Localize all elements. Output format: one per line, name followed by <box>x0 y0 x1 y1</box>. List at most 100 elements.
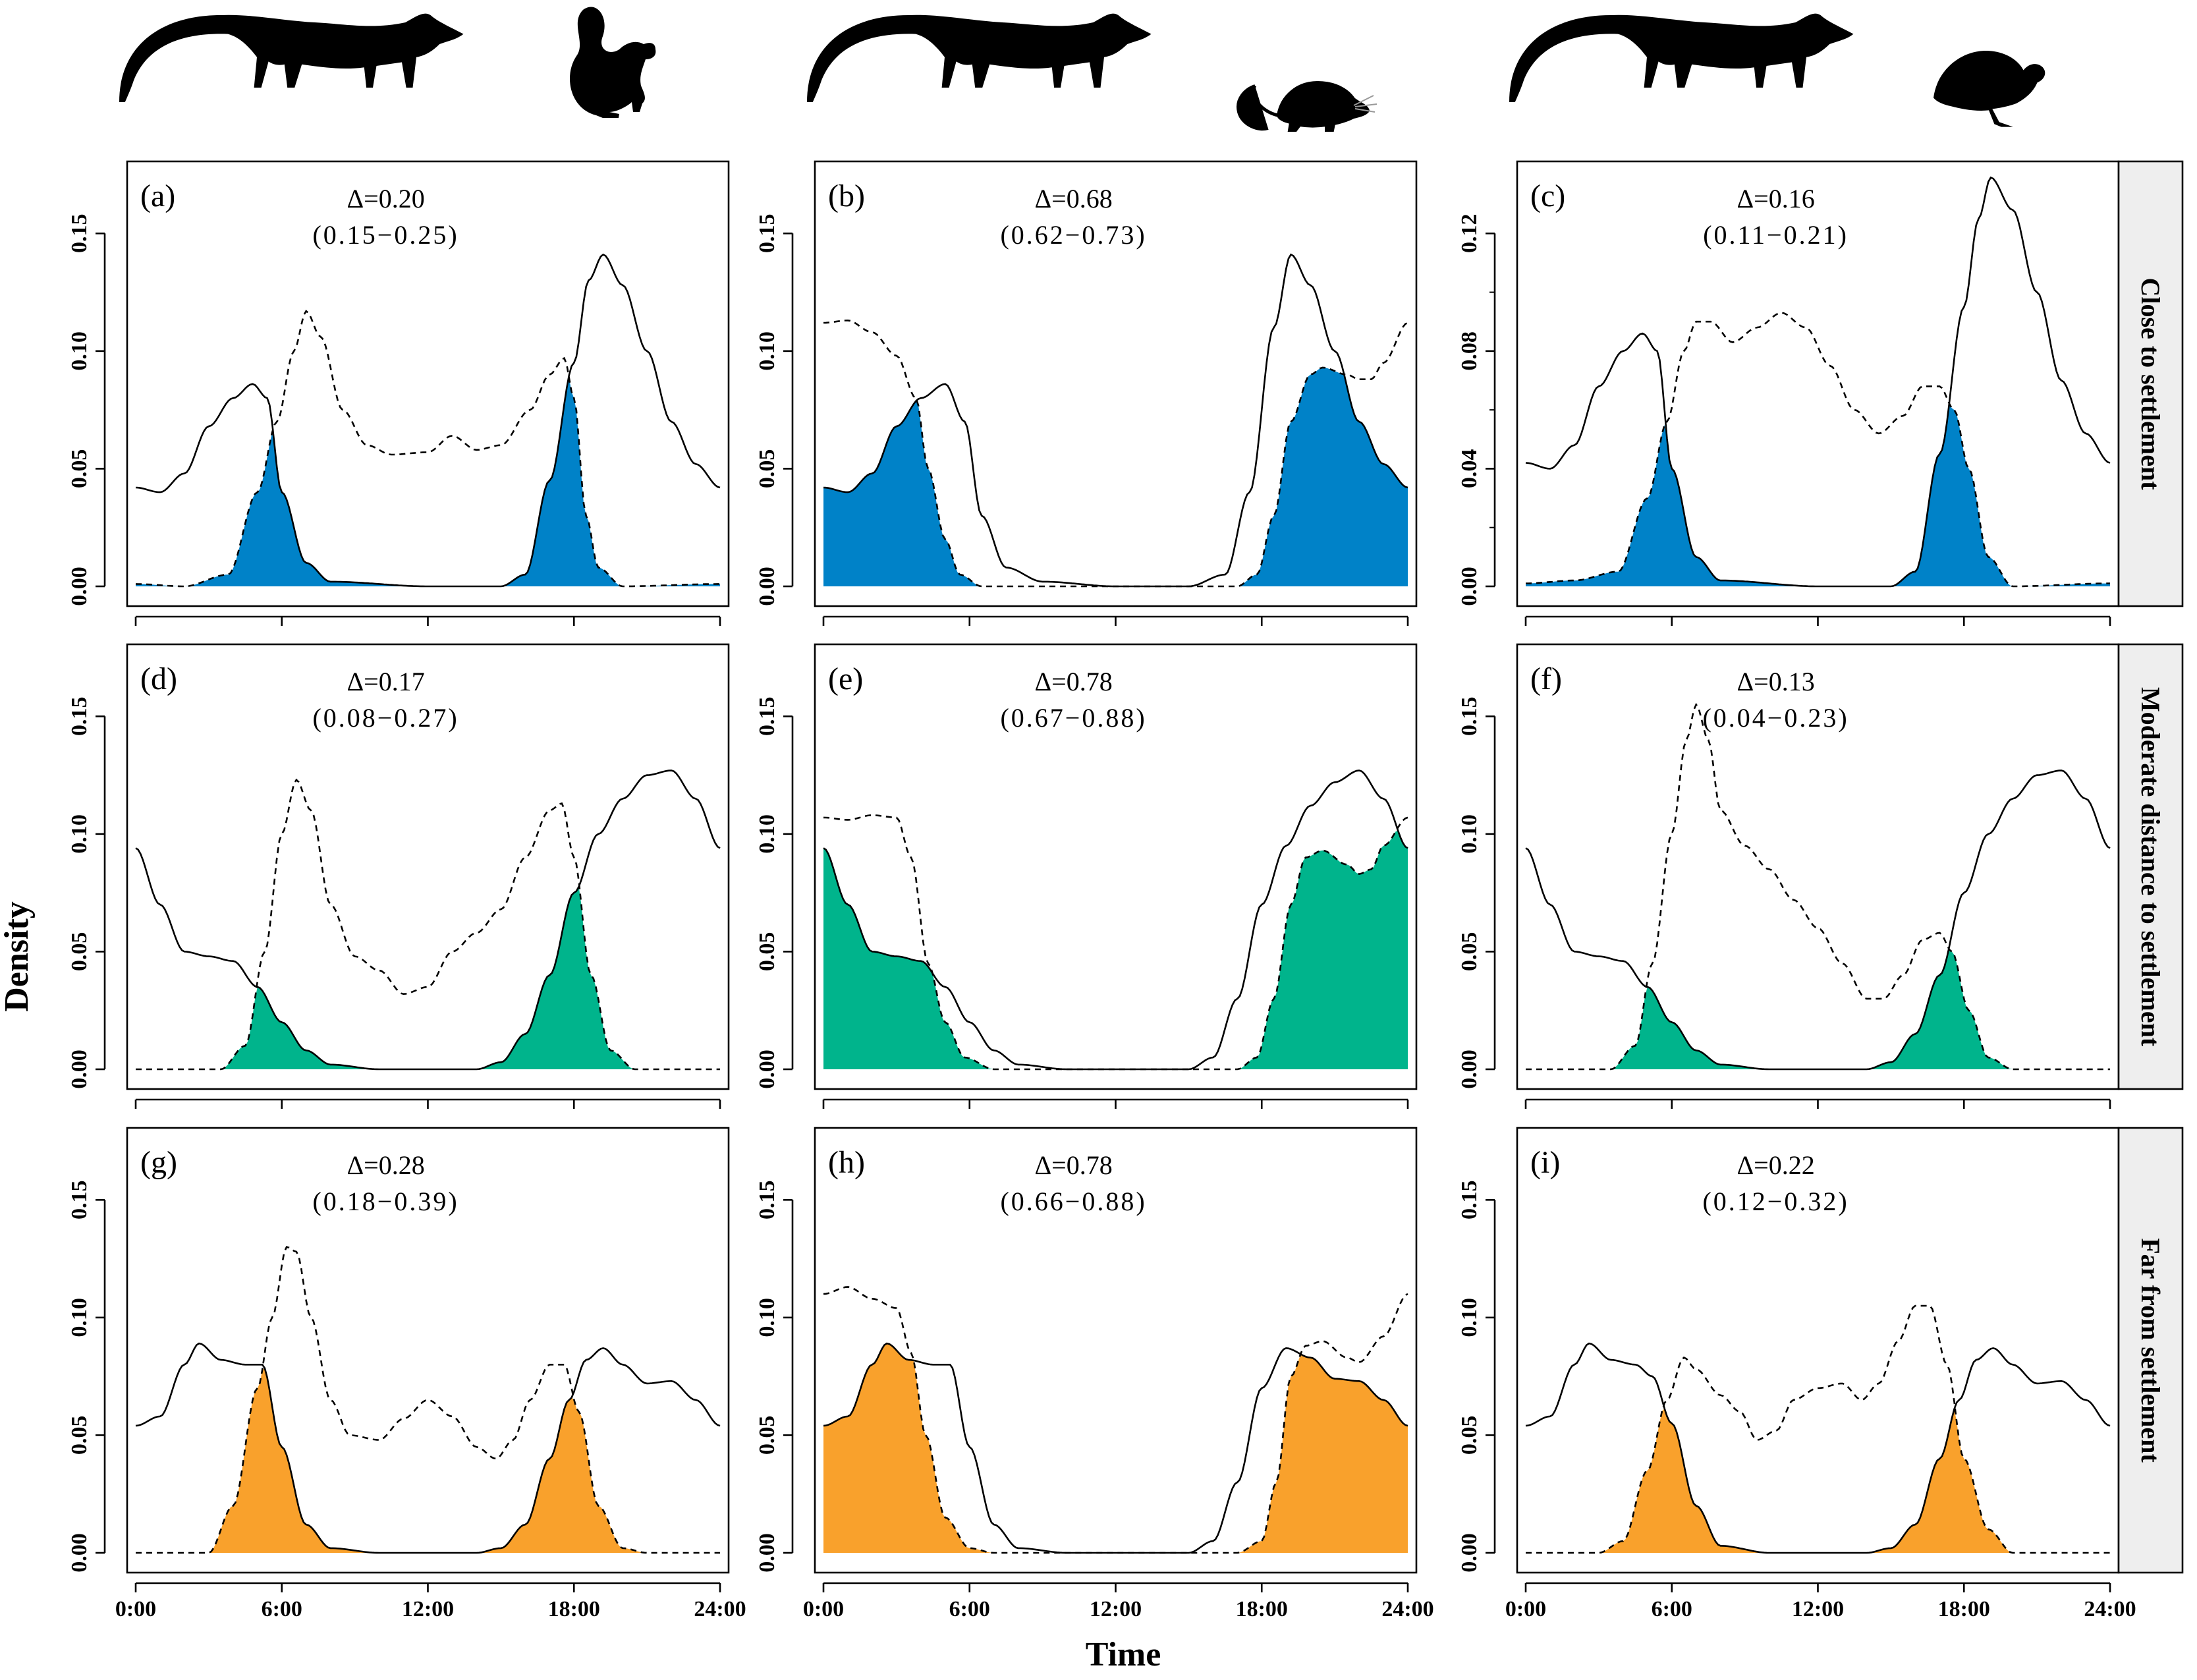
strip-box <box>2117 160 2184 607</box>
overlap-delta: Δ=0.68 <box>1034 184 1112 213</box>
overlap-area <box>136 886 720 1069</box>
overlap-area <box>136 1368 720 1553</box>
panel-letter: (d) <box>140 661 177 696</box>
overlap-area <box>1526 949 2110 1069</box>
overlap-area <box>1526 403 2110 586</box>
y-tick-label: 0.00 <box>755 1533 779 1573</box>
panel-letter: (i) <box>1530 1145 1560 1180</box>
x-tick-label: 0:00 <box>1505 1597 1546 1621</box>
panel-letter: (g) <box>140 1145 177 1180</box>
overlap-area <box>136 378 720 586</box>
overlap-ci: (0.66−0.88) <box>1000 1187 1146 1216</box>
panel-g: 0.00 0.05 0.10 0.15 0:00 6:00 12:00 18:00 24:00 (… <box>67 1127 746 1621</box>
y-tick-label: 0.00 <box>67 1533 92 1573</box>
dashed-density-line <box>135 310 720 588</box>
x-tick-label: 24:00 <box>1381 1597 1433 1621</box>
overlap-area <box>823 830 1408 1069</box>
strip-label: Far from settlement <box>2136 1238 2165 1463</box>
y-tick-label: 0.10 <box>755 814 779 854</box>
overlap-ci: (0.04−0.23) <box>1702 703 1849 733</box>
y-tick-label: 0.12 <box>1457 214 1482 254</box>
x-tick-label: 24:00 <box>694 1597 746 1621</box>
y-tick-label: 0.04 <box>1457 449 1482 489</box>
y-tick-label: 0.15 <box>755 214 779 254</box>
overlap-ci: (0.12−0.32) <box>1702 1187 1849 1216</box>
dashed-density-line <box>823 320 1408 588</box>
y-tick-label: 0.15 <box>67 697 92 737</box>
overlap-delta: Δ=0.22 <box>1737 1150 1814 1180</box>
y-tick-label: 0.00 <box>1457 1050 1482 1089</box>
plot-frame <box>126 160 730 607</box>
y-tick-label: 0.10 <box>755 331 779 371</box>
overlap-ci: (0.18−0.39) <box>312 1187 459 1216</box>
panel-letter: (e) <box>828 661 863 696</box>
x-tick-label: 0:00 <box>115 1597 156 1621</box>
x-tick-label: 0:00 <box>803 1597 844 1621</box>
partridge-icon <box>1933 51 2045 127</box>
overlap-delta: Δ=0.13 <box>1737 667 1814 696</box>
panel-letter: (b) <box>828 179 865 213</box>
solid-density-line <box>823 770 1408 1071</box>
y-tick-label: 0.15 <box>67 214 92 254</box>
panel-d: 0.00 0.05 0.10 0.15 (d) Δ=0.17 (0.08−0.27) <box>67 643 730 1109</box>
dashed-density-line <box>823 814 1408 1071</box>
civet-icon <box>807 13 1152 102</box>
overlap-ci: (0.11−0.21) <box>1703 220 1849 250</box>
x-tick-label: 18:00 <box>1938 1597 1990 1621</box>
x-tick-label: 24:00 <box>2084 1597 2136 1621</box>
overlap-area <box>823 1343 1408 1553</box>
panel-letter: (f) <box>1530 661 1562 696</box>
y-tick-label: 0.05 <box>1457 1416 1482 1455</box>
y-tick-label: 0.08 <box>1457 331 1482 371</box>
panel-b: 0.00 0.05 0.10 0.15 (b) Δ=0.68 (0.62−0.73) <box>755 160 1418 626</box>
overlap-delta: Δ=0.78 <box>1034 1150 1112 1180</box>
panel-letter: (h) <box>828 1145 865 1180</box>
y-tick-label: 0.10 <box>67 814 92 854</box>
solid-density-line <box>1525 770 2111 1071</box>
row-strip-2: Moderate distance to settlement <box>2117 643 2184 1090</box>
y-tick-label: 0.05 <box>67 1416 92 1455</box>
dashed-density-line <box>136 778 720 1071</box>
solid-density-line <box>135 1342 721 1554</box>
y-tick-label: 0.10 <box>755 1298 779 1337</box>
panel-f: 0.00 0.05 0.10 0.15 (f) Δ=0.13 (0.04−0.23) <box>1457 643 2120 1109</box>
y-tick-label: 0.00 <box>755 567 779 606</box>
y-tick-label: 0.10 <box>1457 1298 1482 1337</box>
x-tick-label: 18:00 <box>1236 1597 1288 1621</box>
panel-h: 0.00 0.05 0.10 0.15 0:00 6:00 12:00 18:00 24:00 (… <box>755 1127 1434 1621</box>
strip-label: Close to settlement <box>2136 277 2165 490</box>
y-tick-label: 0.10 <box>1457 814 1482 854</box>
solid-density-line <box>135 770 721 1071</box>
strip-box <box>2117 643 2184 1090</box>
overlap-ci: (0.67−0.88) <box>1000 703 1146 733</box>
y-tick-label: 0.00 <box>67 567 92 606</box>
y-tick-label: 0.10 <box>67 331 92 371</box>
overlap-delta: Δ=0.20 <box>347 184 424 213</box>
overlap-delta: Δ=0.28 <box>347 1150 424 1180</box>
y-tick-label: 0.10 <box>67 1298 92 1337</box>
y-tick-label: 0.00 <box>755 1050 779 1089</box>
y-tick-label: 0.15 <box>67 1181 92 1220</box>
y-tick-label: 0.05 <box>67 932 92 972</box>
overlap-delta: Δ=0.78 <box>1034 667 1112 696</box>
dashed-density-line <box>136 1246 720 1554</box>
x-tick-label: 6:00 <box>262 1597 302 1621</box>
dashed-density-line <box>1526 702 2110 1071</box>
overlap-ci: (0.62−0.73) <box>1000 220 1146 250</box>
overlap-delta: Δ=0.17 <box>347 667 424 696</box>
plot-frame <box>814 1127 1418 1574</box>
x-tick-label: 12:00 <box>1792 1597 1844 1621</box>
x-tick-label: 12:00 <box>1090 1597 1142 1621</box>
overlap-ci: (0.08−0.27) <box>312 703 459 733</box>
y-tick-label: 0.05 <box>67 449 92 489</box>
solid-density-line <box>1525 176 2111 588</box>
overlap-area <box>823 367 1408 586</box>
overlap-area <box>1526 1409 2110 1553</box>
solid-density-line <box>1525 1342 2111 1554</box>
panel-c: 0.00 0.04 0.08 0.12 (c) Δ=0.16 (0.11−0.21) <box>1457 160 2120 626</box>
y-tick-label: 0.15 <box>1457 1181 1482 1220</box>
civet-icon <box>1509 13 1854 102</box>
x-tick-label: 6:00 <box>1652 1597 1692 1621</box>
row-strip-1: Close to settlement <box>2117 160 2184 607</box>
